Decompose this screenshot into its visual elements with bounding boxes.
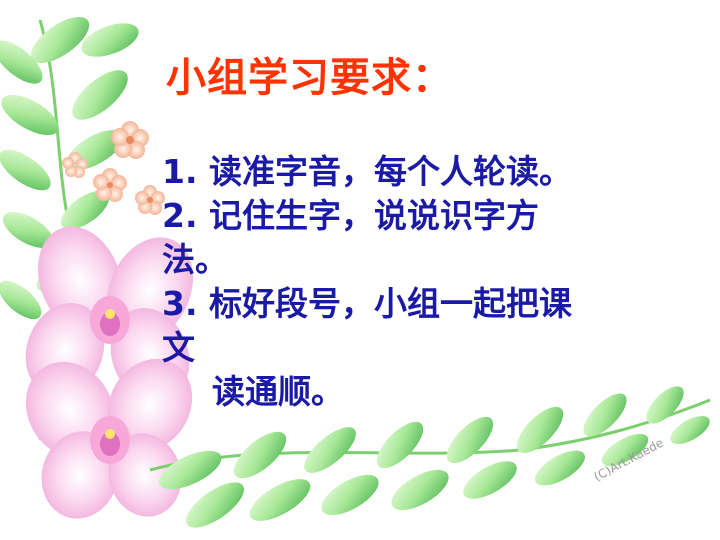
requirements-list: 1. 读准字音，每个人轮读。 2. 记住生字，说说识字方 法。 3. 标好段号，… [162,150,682,414]
requirement-line-2-cont: 法。 [162,240,228,279]
peach-blossoms [62,121,165,215]
requirement-line-3-end: 读通顺。 [212,372,344,411]
requirement-line-3: 3. 标好段号，小组一起把课 [162,284,572,323]
slide-title: 小组学习要求： [166,55,453,101]
requirement-line-3-cont: 文 [162,328,195,367]
orchid-flowers [25,226,194,519]
requirement-line-1: 1. 读准字音，每个人轮读。 [162,152,572,191]
bottom-vine [149,386,711,528]
requirement-line-2: 2. 记住生字，说说识字方 [162,196,539,235]
